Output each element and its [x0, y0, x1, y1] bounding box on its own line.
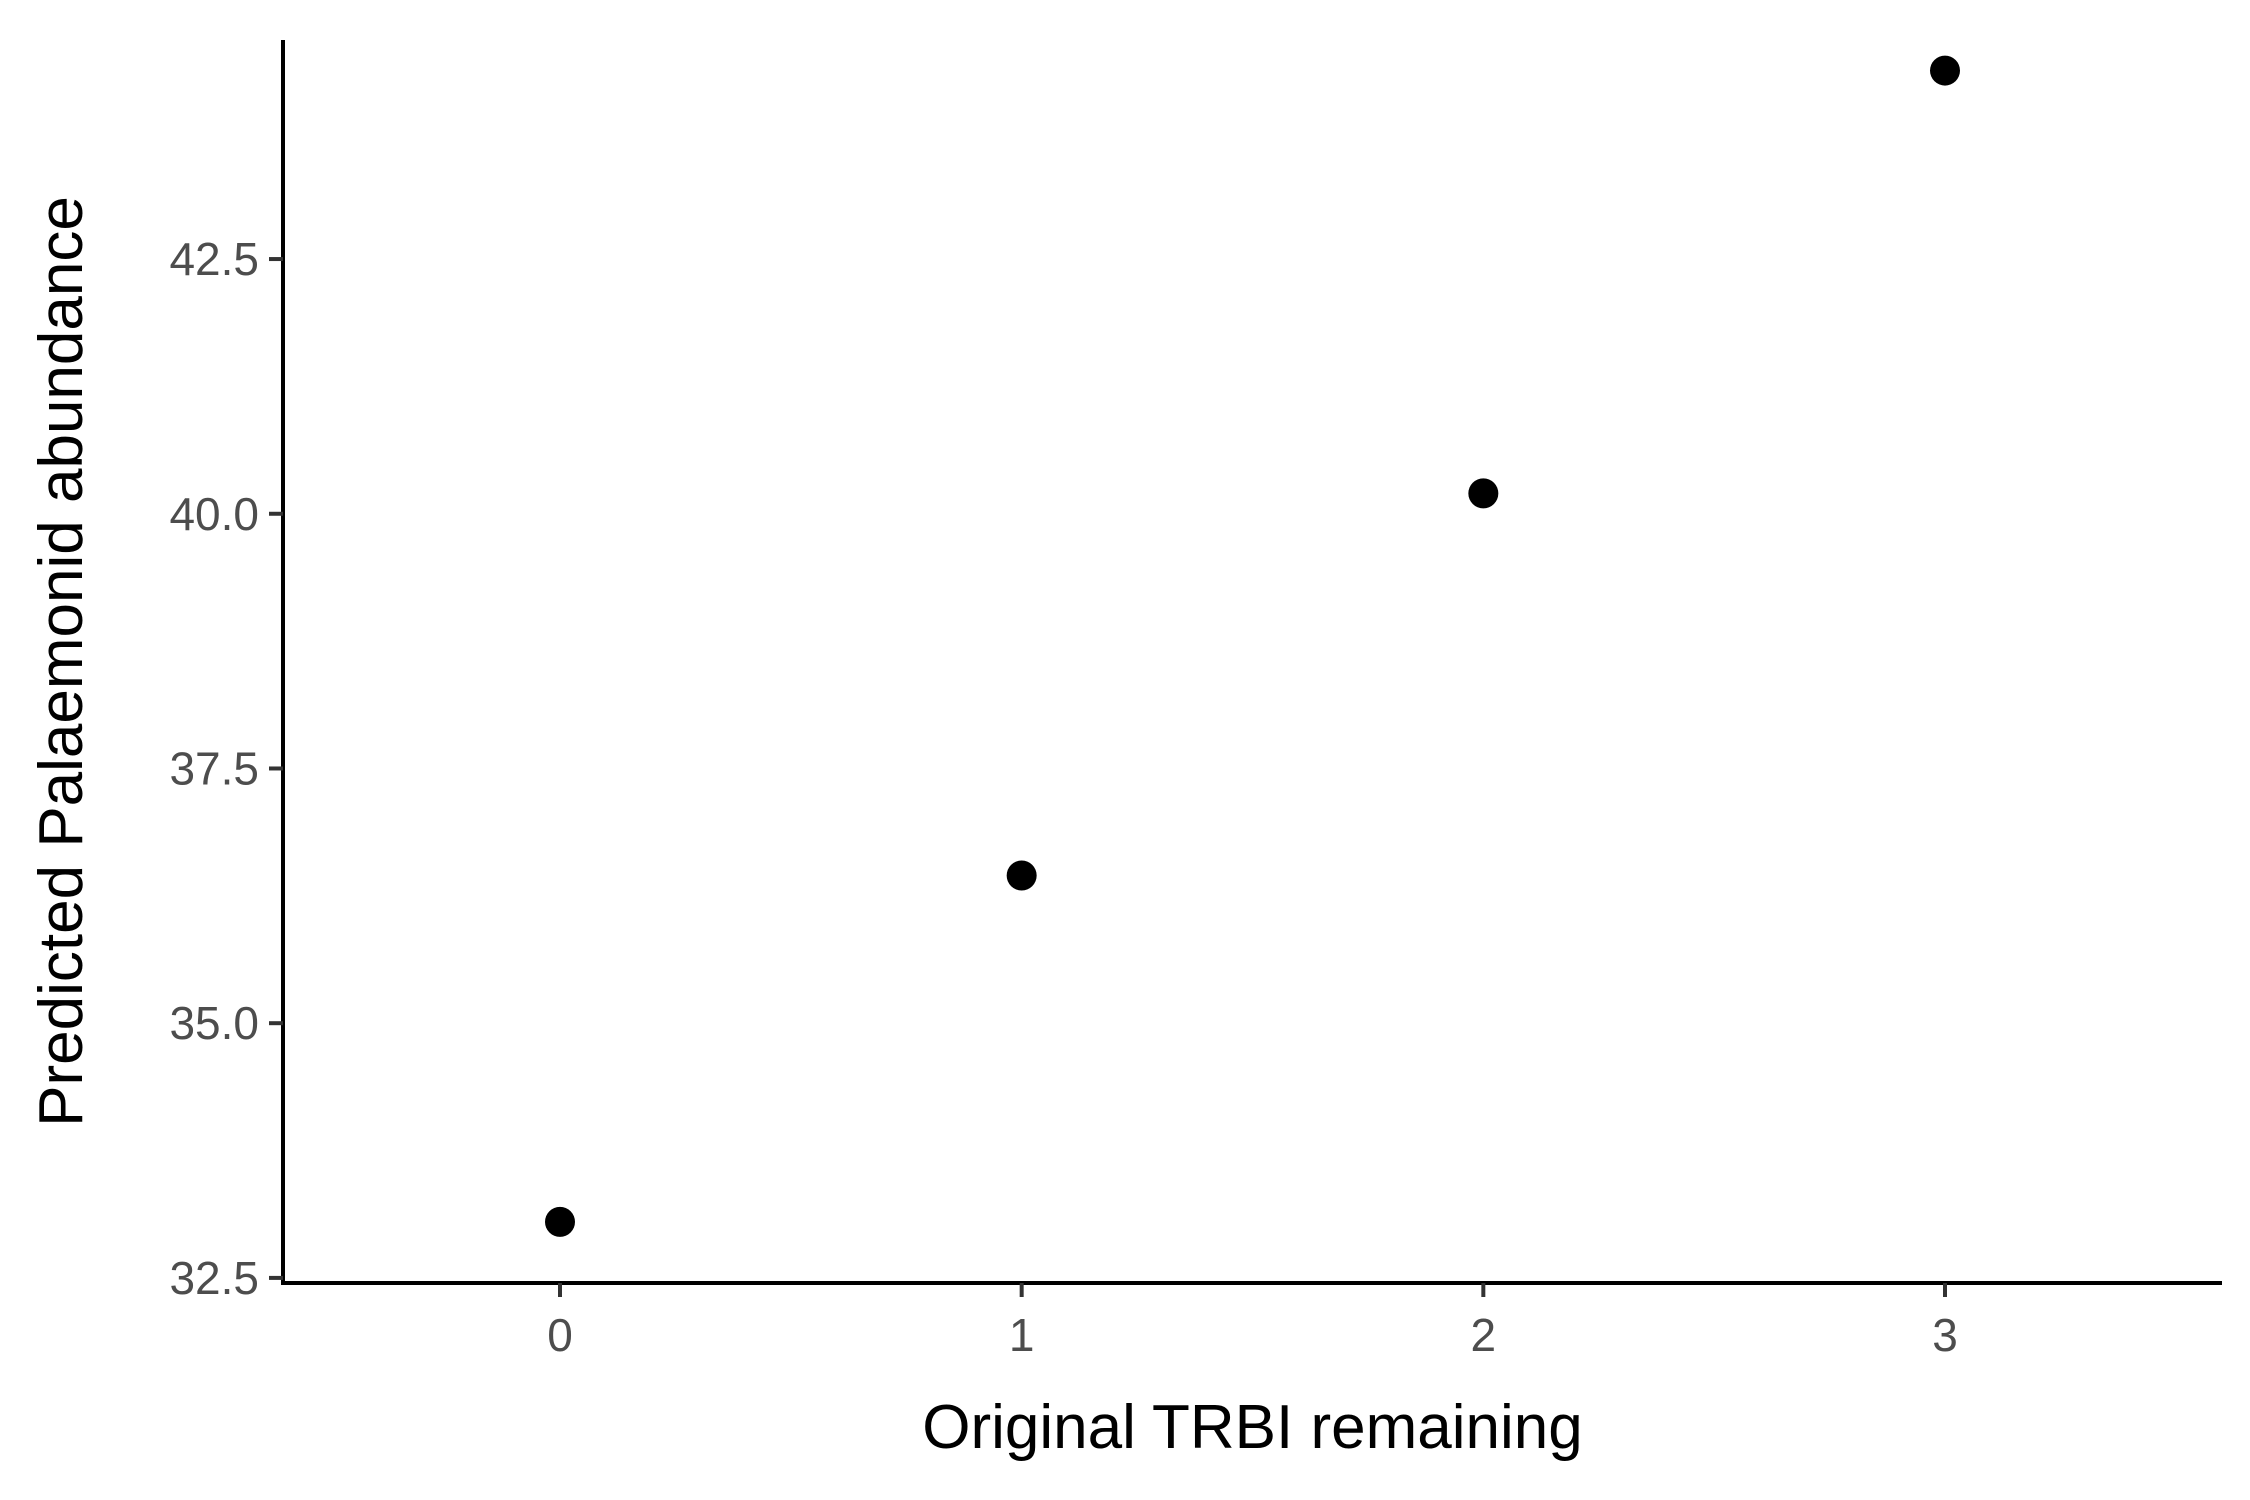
y-tick-label: 42.5	[169, 233, 259, 285]
data-point	[1930, 55, 1960, 86]
y-tick-label: 37.5	[169, 742, 259, 794]
x-tick-label: 2	[1471, 1309, 1497, 1361]
x-axis-title: Original TRBI remaining	[922, 1393, 1582, 1462]
y-tick-label: 40.0	[169, 488, 259, 540]
x-tick-label: 3	[1932, 1309, 1958, 1361]
data-point	[1468, 478, 1499, 509]
axes-layer	[281, 40, 2222, 1285]
data-point	[1006, 860, 1037, 891]
points-layer	[545, 55, 1960, 1237]
y-ticks: 32.5 35.0 37.5 40.0 42.5	[169, 233, 283, 1304]
data-point	[545, 1206, 575, 1237]
x-tick-label: 1	[1009, 1309, 1035, 1361]
y-tick-label: 35.0	[169, 997, 259, 1049]
x-tick-label: 0	[547, 1309, 573, 1361]
x-ticks: 0 1 2 3	[547, 1283, 1958, 1361]
y-tick-label: 32.5	[169, 1252, 259, 1304]
y-axis-title: Predicted Palaemonid abundance	[27, 196, 96, 1127]
